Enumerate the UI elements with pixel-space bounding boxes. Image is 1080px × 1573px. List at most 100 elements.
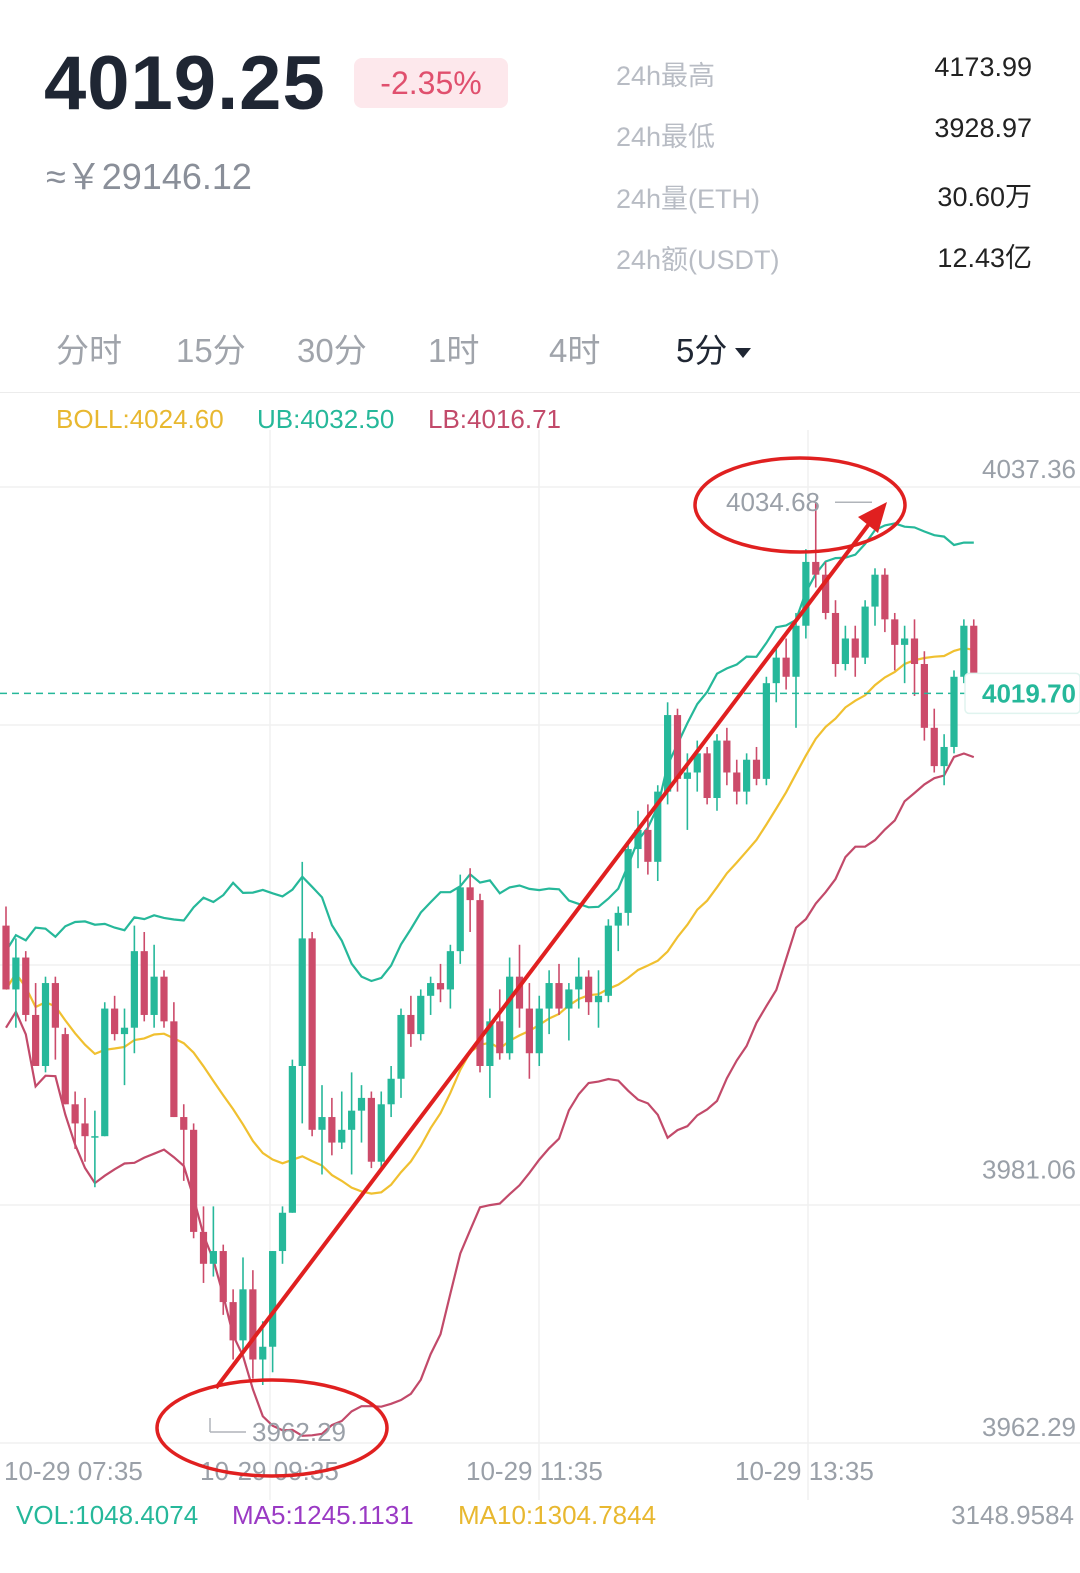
candle-body — [328, 1117, 336, 1143]
tab-4h[interactable]: 4时 — [549, 332, 601, 369]
candle-body — [723, 740, 731, 773]
candle-body — [32, 1014, 40, 1067]
candle-body — [802, 561, 810, 626]
trend-arrow-line — [214, 518, 874, 1390]
current-price-label: 4019.70 — [982, 678, 1076, 708]
stat-turnover-value: 12.43亿 — [937, 243, 1032, 273]
candle-body — [130, 951, 138, 1028]
candle-body — [269, 1251, 277, 1347]
candle-body — [456, 887, 464, 952]
candle-body — [476, 900, 484, 1067]
candle-body — [733, 772, 741, 792]
interval-tabs: 分时 15分 30分 1时 4时 5分 — [0, 310, 1080, 380]
candle-body — [357, 1097, 366, 1111]
stat-high-label: 24h最高 — [616, 61, 716, 91]
candle-body — [920, 664, 928, 728]
candle-body — [51, 983, 59, 1028]
candle-body — [545, 983, 553, 1009]
candle-body — [446, 951, 454, 990]
chart-overlay: 4019.70 4037.36 3981.06 3962.29 10-29 07:35 1… — [0, 454, 1080, 1486]
candle-body — [288, 1066, 296, 1213]
tab-15m[interactable]: 15分 — [176, 332, 246, 369]
candle-body — [585, 976, 593, 1003]
y-tick-label: 3981.06 — [982, 1154, 1076, 1184]
ma5-legend: MA5:1245.1131 — [232, 1500, 414, 1530]
candle-body — [515, 976, 524, 1009]
candle-body — [91, 1136, 99, 1138]
candle-body — [683, 772, 691, 779]
candle-body — [239, 1289, 247, 1341]
tab-5m[interactable]: 5分 — [676, 324, 752, 372]
candles — [2, 501, 978, 1386]
candle-body — [61, 1034, 69, 1105]
candle-body — [535, 1008, 543, 1054]
x-tick-label: 10-29 11:35 — [466, 1456, 603, 1486]
candle-body — [950, 676, 958, 747]
candle-body — [397, 1014, 405, 1079]
candle-body — [871, 574, 879, 607]
candle-body — [71, 1104, 79, 1124]
candle-body — [338, 1129, 346, 1143]
change-badge: -2.35% — [354, 58, 508, 108]
candle-body — [782, 657, 790, 677]
candle-body — [792, 625, 800, 677]
tab-5m-label: 5分 — [676, 332, 728, 369]
tab-30m[interactable]: 30分 — [297, 332, 367, 369]
candle-body — [575, 976, 583, 990]
candle-body — [703, 753, 711, 799]
candle-body — [249, 1289, 257, 1360]
candle-body — [229, 1302, 237, 1341]
candle-body — [209, 1251, 217, 1264]
boll-mid-line — [5, 646, 974, 1195]
current-price-box — [964, 672, 1080, 715]
caret-down-icon — [735, 348, 752, 359]
candle-body — [841, 638, 849, 665]
stat-low-value: 3928.97 — [934, 113, 1032, 143]
candle-body — [812, 561, 820, 575]
ticker-header: 4019.25 -2.35% ≈￥29146.12 24h最高 4173.99 … — [0, 0, 1080, 300]
candle-body — [387, 1078, 395, 1105]
candle-body — [565, 989, 573, 1009]
candle-body — [940, 746, 948, 767]
candle-body — [831, 612, 840, 665]
ma10-legend: MA10:1304.7844 — [458, 1500, 657, 1530]
stat-low-label: 24h最低 — [616, 122, 716, 152]
candle-body — [673, 715, 682, 779]
candle-body — [259, 1346, 267, 1360]
candle-body — [604, 925, 612, 996]
candle-body — [970, 625, 978, 694]
candle-body — [160, 976, 168, 1022]
candle-body — [525, 1008, 533, 1054]
candle-body — [348, 1110, 356, 1130]
candle-body — [180, 1117, 188, 1130]
cny-price: ≈￥29146.12 — [46, 156, 252, 197]
candle-body — [12, 957, 20, 990]
stat-volume-value: 30.60万 — [937, 182, 1032, 212]
candle-body — [654, 791, 662, 862]
candle-body — [713, 740, 721, 799]
tab-1h[interactable]: 1时 — [428, 332, 480, 369]
candle-body — [910, 638, 919, 665]
candle-body — [190, 1129, 198, 1232]
candle-body — [594, 995, 603, 1003]
candle-body — [822, 574, 830, 613]
chart-grid — [0, 430, 1080, 1500]
tab-timeshare[interactable]: 分时 — [56, 332, 122, 369]
candle-body — [891, 619, 899, 645]
x-tick-label: 10-29 07:35 — [4, 1456, 143, 1486]
candle-body — [743, 759, 751, 792]
trend-arrow-head — [858, 502, 887, 533]
volume-axis-max: 3148.9584 — [951, 1500, 1074, 1530]
candle-body — [664, 715, 672, 792]
candle-body — [120, 1027, 129, 1035]
candle-body — [614, 912, 622, 926]
last-price: 4019.25 — [44, 41, 326, 126]
lb-legend: LB:4016.71 — [428, 404, 562, 434]
candle-body — [2, 925, 10, 990]
candle-body — [693, 753, 701, 773]
candle-body — [407, 1014, 415, 1035]
candle-body — [101, 1008, 109, 1137]
candle-body — [506, 976, 514, 1054]
candle-body — [150, 976, 158, 1015]
